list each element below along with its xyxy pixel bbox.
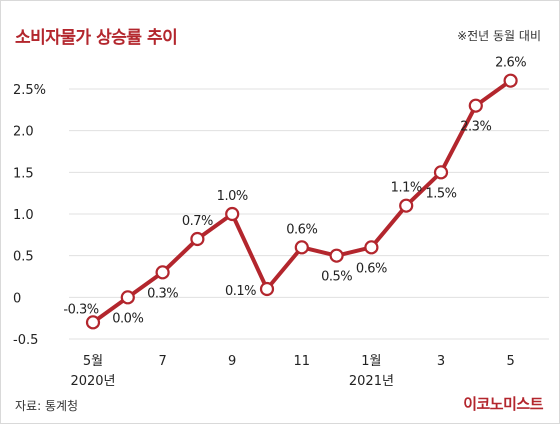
y-tick-label: 1.0: [13, 208, 34, 223]
source-text: 자료: 통계청: [15, 399, 79, 413]
data-label: 1.0%: [217, 189, 248, 204]
x-tick-label: 11: [294, 354, 311, 369]
y-tick-label: 2.0: [13, 125, 34, 140]
x-tick-year-label: 2021년: [349, 374, 394, 389]
data-point-marker: [85, 315, 101, 330]
data-label: 0.5%: [321, 270, 352, 285]
x-tick-label: 9: [228, 354, 236, 369]
data-point-marker: [190, 231, 205, 247]
data-point-marker: [433, 165, 449, 180]
data-point-marker: [225, 206, 240, 222]
x-tick-year-label: 2020년: [70, 374, 115, 389]
data-point-marker: [120, 290, 135, 305]
data-label: 0.0%: [112, 311, 143, 326]
x-tick-label: 3: [437, 354, 445, 369]
data-point-marker: [329, 248, 344, 263]
data-point-marker: [468, 98, 483, 113]
marker-layer: [85, 73, 518, 330]
publisher-logo: 이코노미스트: [463, 395, 543, 413]
y-tick-label: 0: [13, 291, 21, 306]
data-label: -0.3%: [63, 302, 98, 317]
y-axis-ticks: 2.5% 2.0 1.5 1.0 0.5 0 -0.5: [13, 83, 46, 348]
y-tick-label: 1.5: [13, 166, 34, 181]
data-point-marker: [259, 281, 275, 297]
x-tick-label: 5월: [83, 354, 103, 369]
chart-note: ※전년 동월 대비: [457, 29, 541, 43]
data-label: 1.1%: [391, 181, 422, 196]
data-label: 0.7%: [182, 214, 213, 229]
data-label: 0.3%: [147, 286, 178, 301]
data-point-marker: [503, 73, 518, 88]
chart-title: 소비자물가 상승률 추이: [15, 28, 178, 48]
data-point-marker: [364, 240, 379, 255]
y-tick-label: 2.5%: [13, 83, 46, 98]
data-label: 0.6%: [356, 261, 387, 276]
data-label: 2.6%: [495, 56, 526, 71]
data-label-layer: -0.3% 0.0% 0.3% 0.7% 1.0% 0.1% 0.6% 0.5% 0.6% 1.1…: [63, 56, 526, 327]
data-point-marker: [155, 265, 170, 280]
x-tick-label: 5: [506, 354, 514, 369]
y-tick-label: -0.5: [13, 333, 38, 348]
data-point-marker: [399, 198, 414, 213]
y-tick-label: 0.5: [13, 250, 34, 265]
x-axis-ticks: 5월 2020년 7 9 11 1월 2021년 3 5: [70, 354, 514, 389]
data-point-marker: [294, 240, 309, 255]
data-label: 0.6%: [286, 222, 317, 237]
grid-layer: [69, 88, 549, 340]
data-label: 0.1%: [225, 284, 256, 299]
x-tick-label: 1월: [361, 354, 381, 369]
data-label: 2.3%: [460, 120, 491, 135]
x-tick-label: 7: [158, 354, 166, 369]
data-label: 1.5%: [425, 186, 456, 201]
